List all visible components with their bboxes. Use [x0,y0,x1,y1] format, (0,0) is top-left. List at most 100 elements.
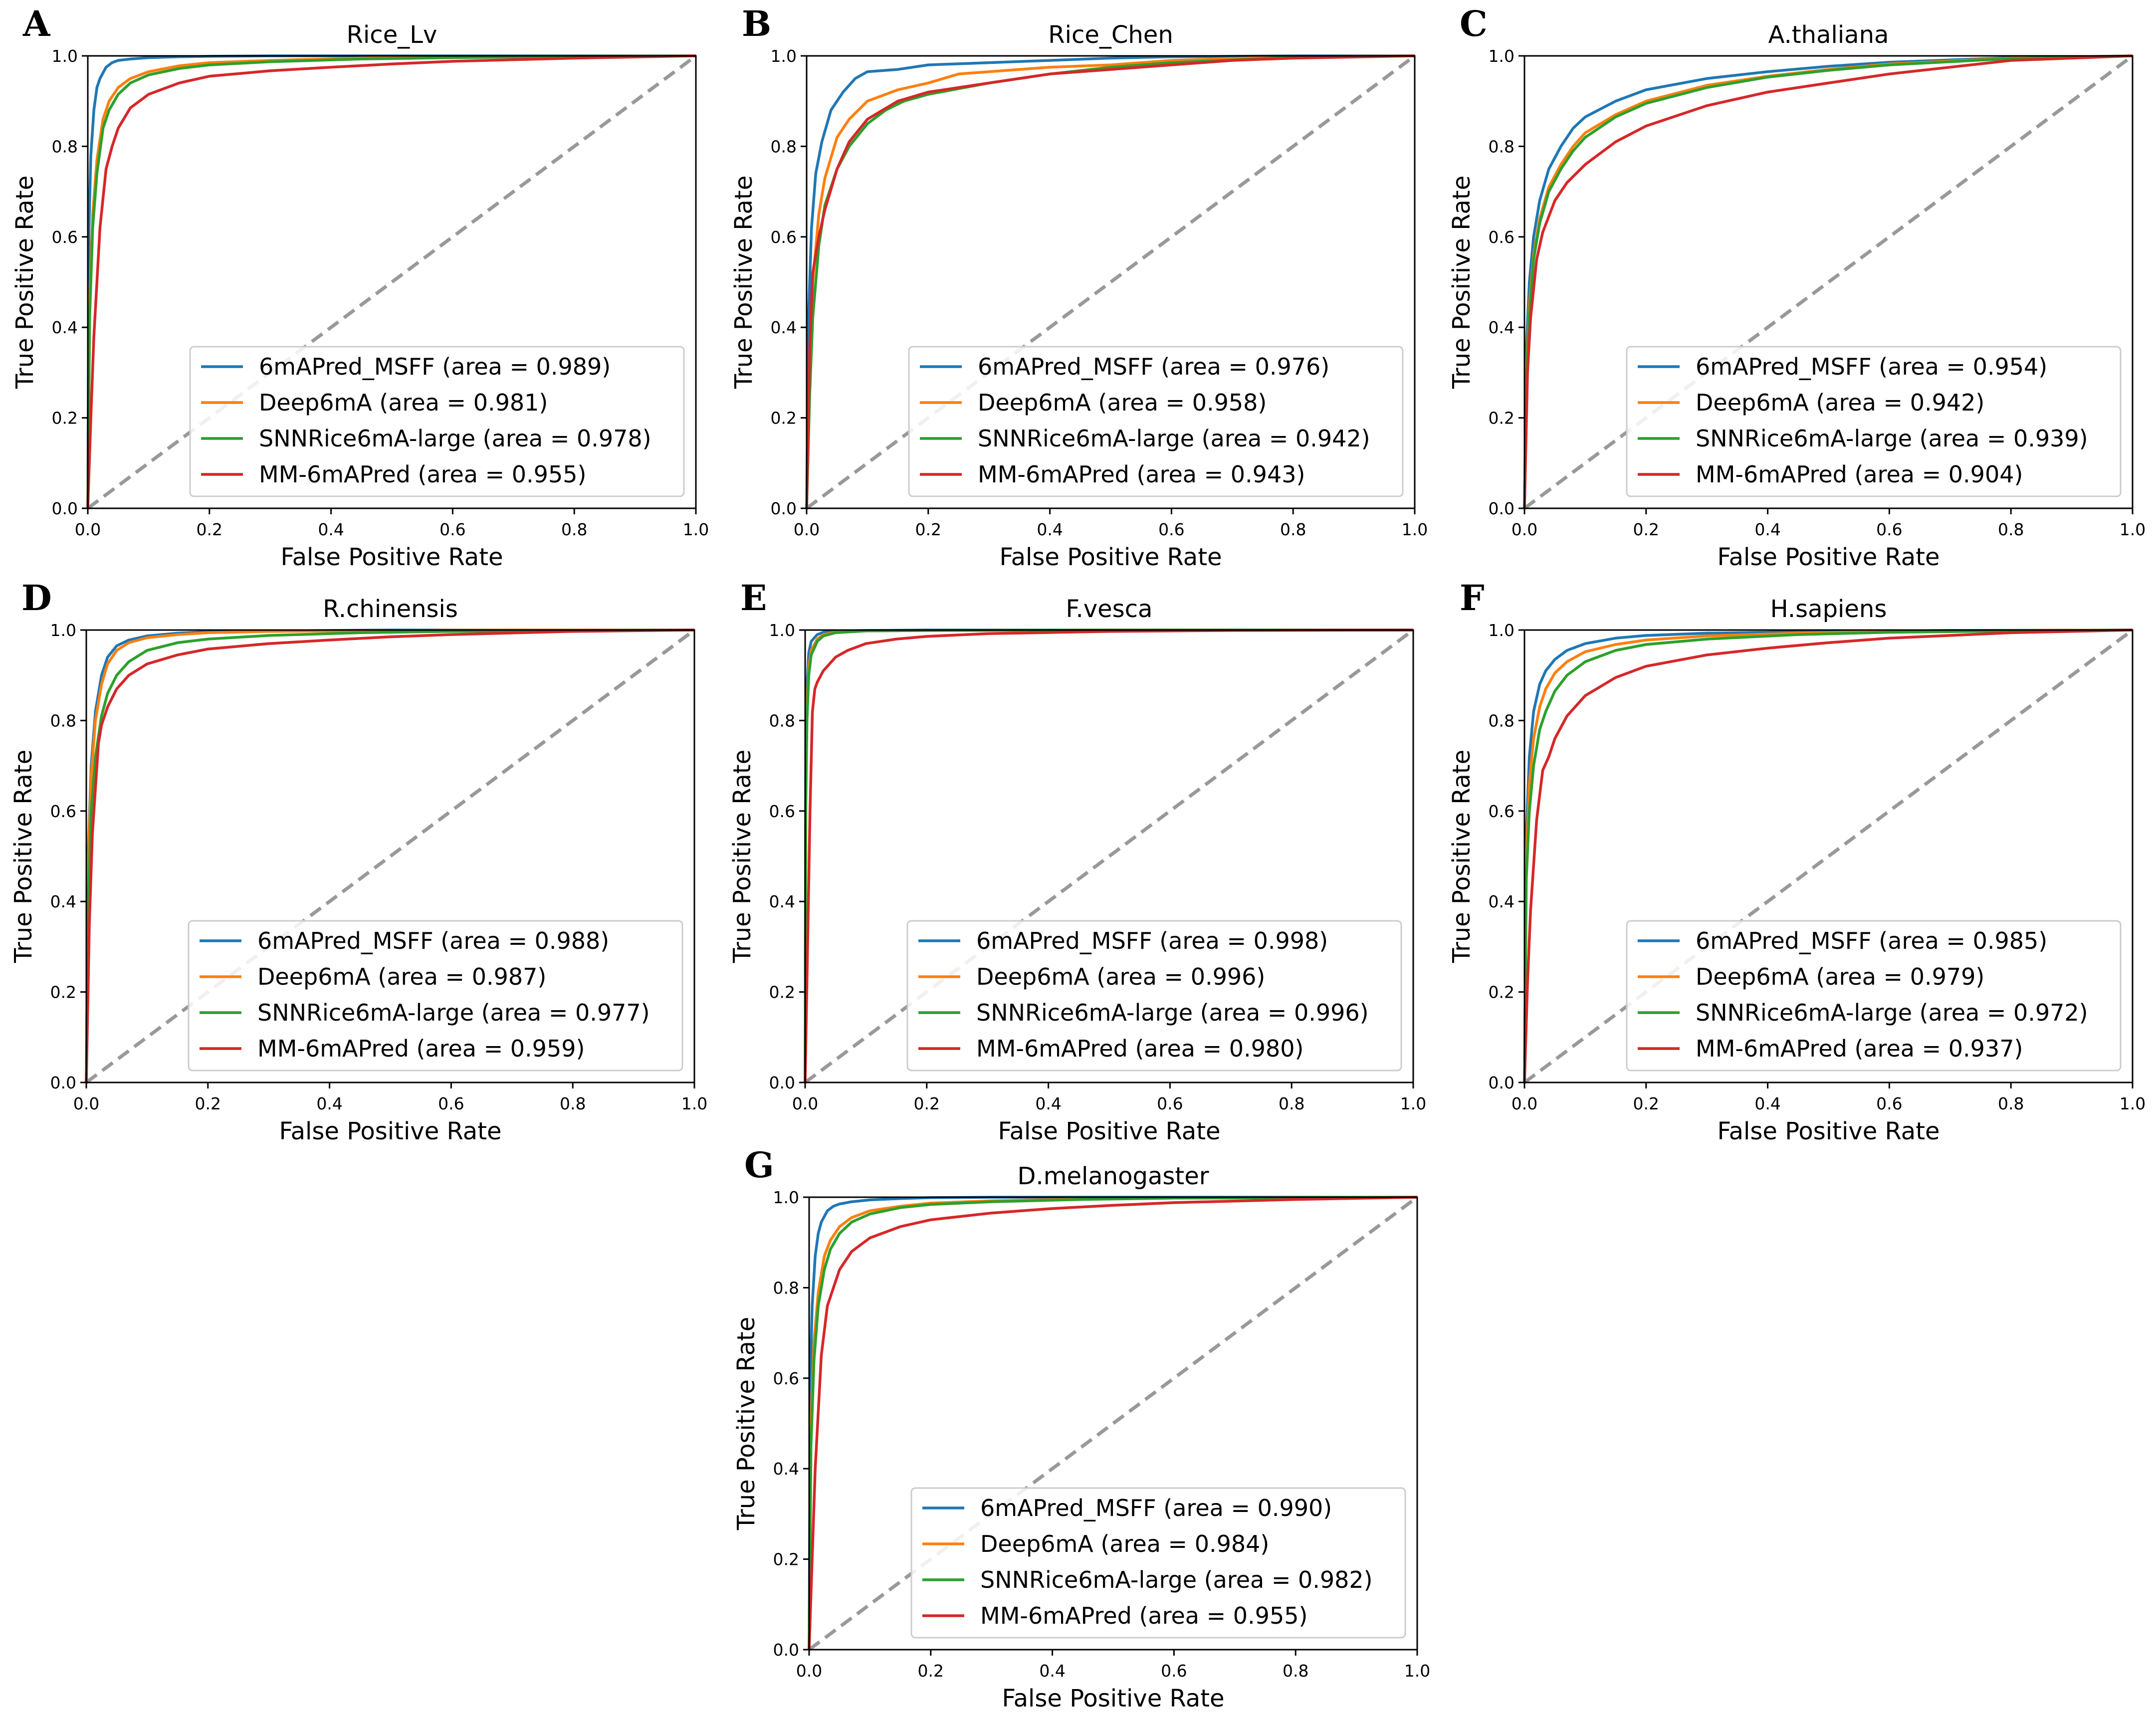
roc-line-deep6ma [805,54,1415,509]
x-tick-label: 0.8 [1280,520,1306,539]
axes-frame [806,55,1416,509]
x-tick-label: 1.0 [683,520,709,539]
y-axis-label: True Positive Rate [1448,176,1476,390]
legend-entry: Deep6mA (area = 0.984) [980,1530,1269,1557]
y-tick-label: 0.6 [771,227,797,247]
roc-line-snnrice6ma-large [1523,629,2133,1083]
x-tick-label: 0.6 [1161,1661,1187,1681]
legend: 6mAPred_MSFF (area = 0.988) Deep6mA (area… [188,920,683,1071]
y-tick-label: 0.8 [1489,137,1514,156]
axes-frame [808,1196,1418,1651]
legend-entry: Deep6mA (area = 0.996) [976,963,1265,990]
legend-entry: 6mAPred_MSFF (area = 0.976) [978,353,1329,380]
chance-diagonal [86,54,697,510]
y-tick-label: 0.4 [771,318,797,337]
x-tick-label: 0.4 [1039,1661,1065,1681]
y-tick-label: 0.8 [769,711,795,730]
y-tick-label: 0.2 [52,409,78,428]
legend-entry: SNNRice6mA-large (area = 0.996) [976,999,1369,1026]
legend-entry: Deep6mA (area = 0.942) [1696,389,1984,416]
roc-line-6mapred-msff [805,54,1415,509]
x-tick-label: 0.6 [1876,1094,1902,1113]
legend-entry: Deep6mA (area = 0.979) [1696,963,1984,990]
x-tick-label: 0.2 [915,520,941,539]
y-axis-label: True Positive Rate [11,176,39,390]
y-tick-label: 0.6 [50,802,76,821]
x-tick-label: 0.0 [73,1094,99,1113]
y-tick-label: 0.2 [771,409,797,428]
y-tick-label: 0.0 [769,1073,795,1092]
x-tick-label: 0.6 [1158,520,1184,539]
axes-frame [804,629,1414,1083]
x-axis-label: False Positive Rate [1717,1117,1940,1145]
roc-line-mm-6mapred [86,54,696,509]
x-axis-label: False Positive Rate [999,543,1222,571]
x-tick-label: 0.8 [1998,1094,2024,1113]
y-tick-label: 0.8 [771,137,797,156]
legend-box [906,920,1402,1071]
legend-entry: 6mAPred_MSFF (area = 0.990) [980,1495,1332,1521]
panel-letter: D [21,577,52,619]
y-tick-label: 1.0 [773,1188,799,1207]
legend-entry: 6mAPred_MSFF (area = 0.954) [1696,353,2047,380]
chart-title: H.sapiens [1770,595,1887,623]
legend-entry: SNNRice6mA-large (area = 0.982) [980,1566,1373,1593]
x-tick-label: 0.4 [316,1094,342,1113]
y-tick-label: 0.6 [773,1369,799,1388]
legend-entry: SNNRice6mA-large (area = 0.977) [257,999,650,1026]
x-tick-label: 0.6 [439,520,465,539]
roc-line-mm-6mapred [85,629,695,1083]
y-tick-label: 1.0 [769,621,795,640]
y-tick-label: 0.4 [773,1459,799,1479]
legend-entry: MM-6mAPred (area = 0.959) [257,1035,585,1062]
panel-g: G D.melanogaster 0.0 0.2 0.4 0.6 0.8 1.0 0.0 0.2 0… [732,1144,1430,1713]
roc-line-mm-6mapred [808,1196,1418,1650]
y-axis-label: True Positive Rate [732,1317,760,1531]
legend: 6mAPred_MSFF (area = 0.989) Deep6mA (area… [189,346,685,497]
x-tick-label: 0.4 [1754,1094,1780,1113]
y-tick-label: 0.2 [769,983,795,1002]
y-tick-label: 0.0 [771,499,797,518]
y-tick-label: 0.6 [1489,802,1514,821]
y-tick-label: 0.8 [50,711,76,730]
legend-entry: MM-6mAPred (area = 0.904) [1696,461,2023,488]
y-tick-label: 0.2 [50,983,76,1002]
panel-f: F H.sapiens 0.0 0.2 0.4 0.6 0.8 1.0 0.0 0.2 0.4 0.6… [1448,577,2146,1145]
chance-diagonal [805,54,1416,510]
y-axis-label: True Positive Rate [730,176,758,390]
y-tick-label: 0.4 [52,318,78,337]
y-tick-label: 0.6 [52,227,78,247]
roc-line-mm-6mapred [1523,54,2133,509]
panel-letter: G [744,1144,774,1186]
x-tick-label: 0.4 [1035,1094,1061,1113]
legend-entry: Deep6mA (area = 0.981) [259,389,548,416]
x-axis-label: False Positive Rate [279,1117,501,1145]
x-tick-label: 1.0 [1400,1094,1426,1113]
x-tick-label: 0.2 [197,520,222,539]
x-tick-label: 0.8 [1279,1094,1304,1113]
roc-line-snnrice6ma-large [805,54,1415,509]
panel-letter: B [742,3,771,44]
x-tick-label: 0.2 [918,1661,944,1681]
y-tick-label: 0.4 [769,892,795,911]
panel-b: B Rice_Chen 0.0 0.2 0.4 0.6 0.8 1.0 0.0 0.2 0.4 0.6… [730,3,1428,571]
x-tick-label: 0.0 [796,1661,822,1681]
chart-title: R.chinensis [323,595,458,623]
y-tick-label: 0.6 [1489,227,1514,247]
x-tick-label: 0.8 [1998,520,2024,539]
legend: 6mAPred_MSFF (area = 0.976) Deep6mA (area… [908,346,1404,497]
legend-box [1626,920,2122,1071]
y-tick-label: 0.0 [773,1640,799,1660]
panel-d: D R.chinensis 0.0 0.2 0.4 0.6 0.8 1.0 0.0 0.2 0.4 0… [9,577,707,1145]
y-tick-label: 1.0 [771,46,797,66]
x-tick-label: 1.0 [2120,1094,2146,1113]
legend-entry: MM-6mAPred (area = 0.980) [976,1035,1303,1062]
y-tick-label: 0.6 [769,802,795,821]
chance-diagonal [85,629,696,1084]
x-tick-label: 1.0 [2120,520,2146,539]
legend: 6mAPred_MSFF (area = 0.998) Deep6mA (area… [906,920,1402,1071]
legend: 6mAPred_MSFF (area = 0.990) Deep6mA (area… [910,1487,1406,1639]
x-axis-label: False Positive Rate [1002,1685,1224,1713]
legend-entry: MM-6mAPred (area = 0.955) [259,461,586,488]
axes-frame [1523,629,2134,1083]
